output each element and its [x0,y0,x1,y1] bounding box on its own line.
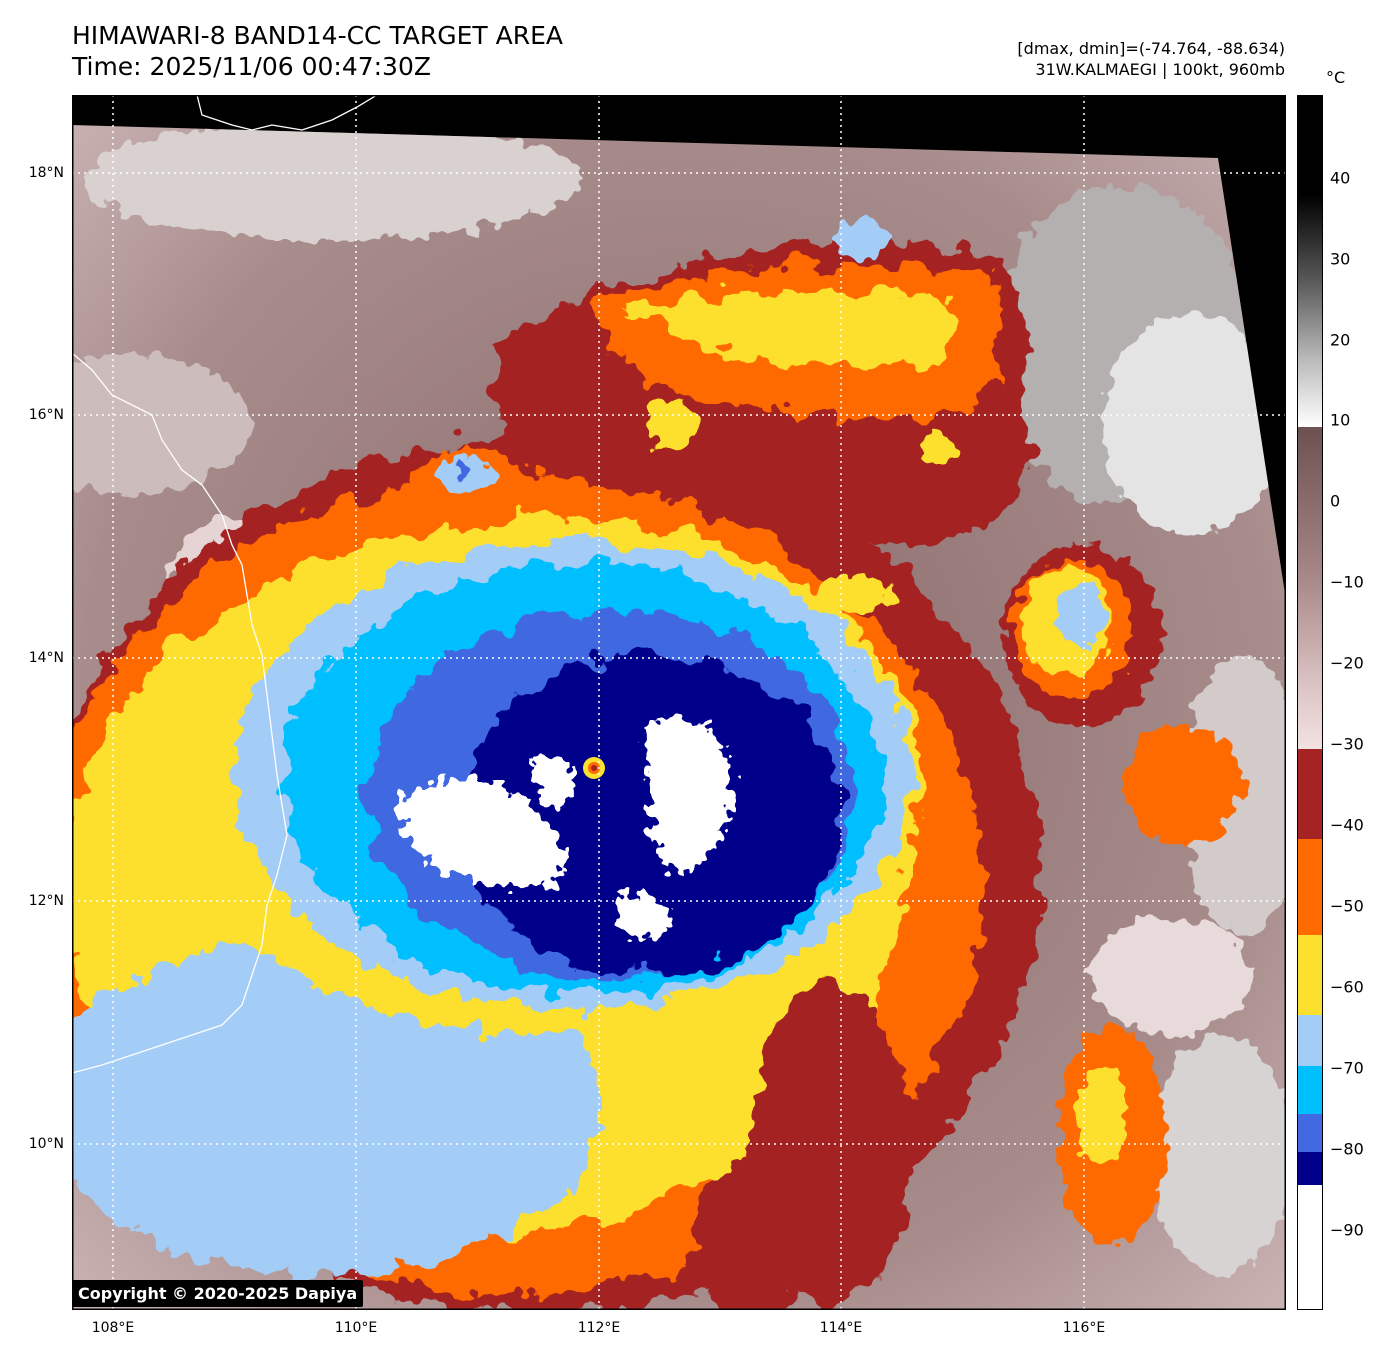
colorbar-tick-minus60: −60 [1330,977,1364,997]
satellite-imagery [72,125,1286,1310]
colorbar-tick-minus90: −90 [1330,1220,1364,1240]
info-dmax-dmin: [dmax, dmin]=(-74.764, -88.634) [1017,39,1285,58]
lon-label-110e: 110°E [334,1320,378,1336]
map-frame [72,95,1286,1310]
title-line-1: HIMAWARI-8 BAND14-CC TARGET AREA [72,21,564,50]
lon-label-116e: 116°E [1062,1320,1106,1336]
colorbar-tick-minus80: −80 [1330,1139,1364,1159]
colorbar [1297,95,1323,1310]
title-line-2: Time: 2025/11/06 00:47:30Z [72,52,431,81]
colorbar-tick-0: 0 [1330,491,1341,511]
coastline [72,352,288,1074]
satellite-map [72,95,1286,1310]
gridlines [72,95,1286,1310]
storm-info: [dmax, dmin]=(-74.764, -88.634) 31W.KALM… [1017,38,1285,80]
colorbar-tick-minus40: −40 [1330,815,1364,835]
colorbar-tick-minus30: −30 [1330,734,1364,754]
colorbar-tick-minus10: −10 [1330,572,1364,592]
colorbar-unit: °C [1326,68,1346,87]
colorbar-tick-20: 20 [1330,330,1351,350]
chart-title: HIMAWARI-8 BAND14-CC TARGET AREA Time: 2… [72,20,563,82]
colorbar-tick-10: 10 [1330,410,1351,430]
cold-cloud-tops [400,716,732,939]
lat-label-12n: 12°N [28,893,64,909]
lat-label-14n: 14°N [28,650,64,666]
info-storm-name: 31W.KALMAEGI | 100kt, 960mb [1035,60,1285,79]
copyright-badge: Copyright © 2020-2025 Dapiya [72,1280,364,1307]
colorbar-tick-minus20: −20 [1330,653,1364,673]
lon-label-114e: 114°E [819,1320,863,1336]
typhoon-cloud-shield [72,242,1042,1310]
lon-label-108e: 108°E [91,1320,135,1336]
lat-label-18n: 18°N [28,165,64,181]
lat-label-16n: 16°N [28,407,64,423]
colorbar-tick-minus70: −70 [1330,1058,1364,1078]
colorbar-tick-30: 30 [1330,249,1351,269]
colorbar-tick-minus50: −50 [1330,896,1364,916]
lon-label-112e: 112°E [577,1320,621,1336]
lat-label-10n: 10°N [28,1136,64,1152]
colorbar-tick-40: 40 [1330,168,1351,188]
